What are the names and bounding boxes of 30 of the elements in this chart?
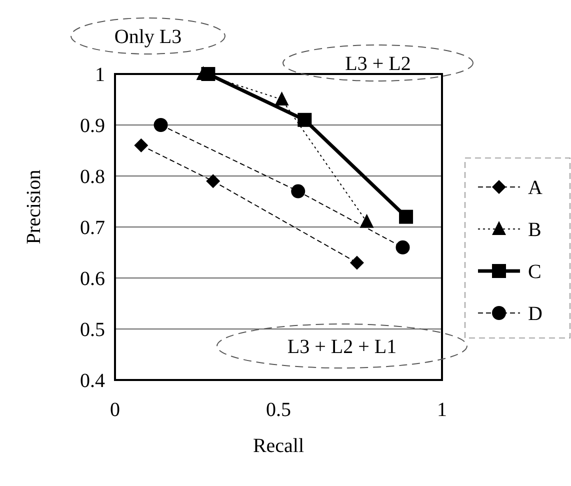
point: [134, 138, 148, 152]
point: [350, 256, 364, 270]
y-tick-label: 0.8: [80, 166, 105, 188]
point: [399, 210, 414, 224]
y-tick-label: 0.7: [80, 217, 105, 239]
text: Only L3: [114, 26, 182, 48]
annotation: L3 + L2: [345, 53, 411, 75]
x-tick-label: 1: [437, 399, 447, 421]
y-axis-title: Precision: [23, 170, 45, 244]
annotation: L3 + L2 + L1: [287, 336, 397, 358]
point: [274, 92, 289, 106]
x-tick-label: 0: [110, 399, 120, 421]
y-tick-label: 0.6: [80, 268, 105, 290]
point: [206, 174, 220, 188]
point: [396, 240, 410, 254]
point: [201, 67, 216, 81]
point: [298, 112, 312, 127]
legend-label: B: [528, 219, 542, 241]
y-tick-label: 0.4: [80, 370, 105, 392]
point: [154, 118, 168, 132]
point: [360, 214, 374, 228]
y-tick-label: 0.5: [80, 319, 105, 341]
legend-label: A: [528, 177, 543, 199]
legend-label: C: [528, 261, 542, 283]
legend-label: D: [528, 303, 542, 325]
point: [291, 184, 306, 198]
x-axis-title: Recall: [252, 435, 304, 457]
y-tick-label: 1: [95, 64, 105, 86]
x-tick-label: 0.5: [266, 399, 291, 421]
y-tick-label: 0.9: [80, 115, 105, 137]
